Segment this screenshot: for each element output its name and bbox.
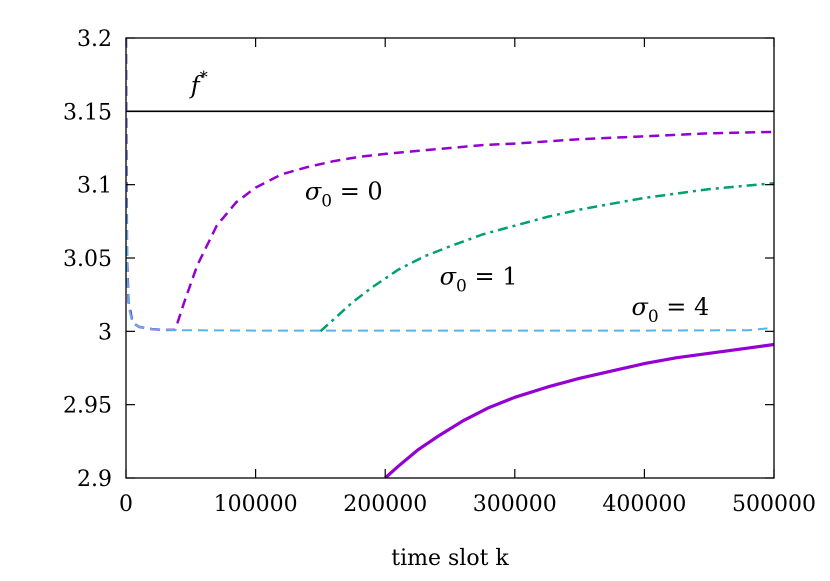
- annotations: f* σ0 = 0 σ0 = 1 σ0 = 4: [189, 68, 709, 327]
- plot-frame: [125, 37, 775, 479]
- annotation-s0: σ0 = 0: [305, 177, 383, 211]
- x-tick-label: 300000: [473, 492, 557, 517]
- x-tick-label: 200000: [343, 492, 427, 517]
- y-axis: 2.9 2.95 3 3.05 3.1 3.15 3.2: [63, 27, 774, 492]
- y-tick-label: 2.95: [63, 394, 112, 419]
- x-axis: 0 100000 200000 300000 400000 500000: [119, 38, 816, 517]
- y-tick-label: 3.2: [77, 27, 112, 52]
- y-tick-label: 3.15: [63, 100, 112, 125]
- x-axis-title: time slot k: [391, 546, 509, 571]
- y-tick-label: 3: [98, 320, 112, 345]
- y-tick-label: 3.1: [77, 174, 112, 199]
- plot-area: [126, 38, 774, 478]
- annotation-s1: σ0 = 1: [440, 262, 518, 296]
- y-tick-label: 2.9: [77, 467, 112, 492]
- annotation-s4: σ0 = 4: [631, 293, 709, 327]
- series-line-sigma4: [126, 38, 768, 332]
- x-tick-label: 400000: [602, 492, 686, 517]
- y-tick-label: 3.05: [63, 247, 112, 272]
- series-line-solid: [384, 342, 774, 478]
- x-tick-label: 100000: [214, 492, 298, 517]
- x-tick-label: 0: [119, 492, 133, 517]
- series-line-sigma1: [319, 181, 774, 333]
- x-tick-label: 500000: [732, 492, 816, 517]
- annotation-fstar: f*: [189, 68, 208, 100]
